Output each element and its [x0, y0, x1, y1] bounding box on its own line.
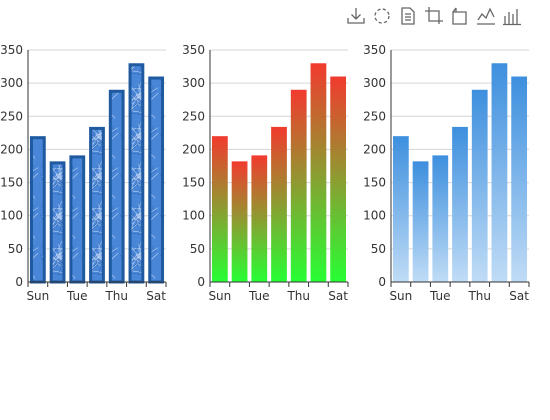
- bar-thu[interactable]: [471, 89, 488, 283]
- x-tick-label: Thu: [104, 289, 128, 303]
- bar-fri[interactable]: [310, 63, 327, 282]
- bar-wed[interactable]: [89, 126, 105, 284]
- data-view-icon[interactable]: [398, 6, 418, 26]
- bar-sat[interactable]: [330, 76, 347, 282]
- x-tick-label: Sat: [509, 289, 529, 303]
- y-tick-label: 200: [182, 142, 205, 156]
- x-tick-label: Sun: [389, 289, 412, 303]
- bar-mon[interactable]: [231, 161, 248, 282]
- bar-tue[interactable]: [251, 155, 268, 282]
- bar-wed[interactable]: [452, 126, 468, 283]
- y-tick-label: 50: [371, 242, 386, 256]
- toolbox: [346, 6, 528, 26]
- x-tick-label: Tue: [66, 289, 88, 303]
- bar-thu[interactable]: [108, 89, 125, 284]
- bar-wed[interactable]: [271, 126, 287, 283]
- zoom-reset-icon[interactable]: [450, 6, 470, 26]
- y-tick-label: 50: [8, 242, 23, 256]
- y-tick-label: 300: [0, 76, 23, 90]
- y-tick-label: 250: [0, 109, 23, 123]
- y-tick-label: 150: [182, 176, 205, 190]
- x-tick-label: Tue: [248, 289, 270, 303]
- y-tick-label: 350: [363, 43, 386, 57]
- bar-fri[interactable]: [491, 63, 508, 282]
- x-tick-label: Tue: [429, 289, 451, 303]
- y-tick-label: 300: [363, 76, 386, 90]
- x-tick-label: Sat: [146, 289, 166, 303]
- download-icon[interactable]: [346, 6, 366, 26]
- bar-sun[interactable]: [392, 136, 409, 282]
- y-tick-label: 200: [363, 142, 386, 156]
- chart-panel-2: 0 50 100 150 200 250 300 350 Sun Tue Thu Sat: [182, 43, 349, 303]
- restore-icon[interactable]: [372, 6, 392, 26]
- bar-fri[interactable]: [128, 63, 145, 284]
- bar-mon[interactable]: [412, 161, 429, 282]
- y-tick-label: 100: [182, 209, 205, 223]
- bar-sun[interactable]: [29, 136, 46, 284]
- bar-tue[interactable]: [69, 155, 86, 284]
- bar-sat[interactable]: [148, 76, 165, 284]
- x-tick-label: Thu: [286, 289, 310, 303]
- y-tick-label: 150: [0, 176, 23, 190]
- zoom-icon[interactable]: [424, 6, 444, 26]
- bar-sun[interactable]: [211, 136, 228, 282]
- x-tick-label: Sat: [328, 289, 348, 303]
- y-tick-label: 350: [0, 43, 23, 57]
- bar-mon[interactable]: [49, 161, 66, 284]
- y-tick-label: 250: [363, 109, 386, 123]
- y-tick-label: 200: [0, 142, 23, 156]
- chart-panel-3: 0 50 100 150 200 250 300 350 Sun Tue Thu Sat: [363, 43, 530, 303]
- y-tick-label: 350: [182, 43, 205, 57]
- y-tick-label: 0: [378, 275, 386, 289]
- y-tick-label: 300: [182, 76, 205, 90]
- bar-chart-icon[interactable]: [502, 6, 522, 26]
- x-tick-label: Thu: [467, 289, 491, 303]
- x-tick-label: Sun: [26, 289, 49, 303]
- chart-panel-1: 0 50 100 150 200 250 300 350 Sun Tue Thu Sat: [0, 43, 167, 303]
- bar-thu[interactable]: [290, 89, 307, 283]
- bar-sat[interactable]: [511, 76, 528, 282]
- y-tick-label: 250: [182, 109, 205, 123]
- bar-tue[interactable]: [432, 155, 449, 282]
- line-chart-icon[interactable]: [476, 6, 496, 26]
- y-tick-label: 0: [15, 275, 23, 289]
- x-tick-label: Sun: [208, 289, 231, 303]
- y-tick-label: 150: [363, 176, 386, 190]
- y-tick-label: 50: [190, 242, 205, 256]
- y-tick-label: 100: [0, 209, 23, 223]
- y-tick-label: 100: [363, 209, 386, 223]
- y-tick-label: 0: [197, 275, 205, 289]
